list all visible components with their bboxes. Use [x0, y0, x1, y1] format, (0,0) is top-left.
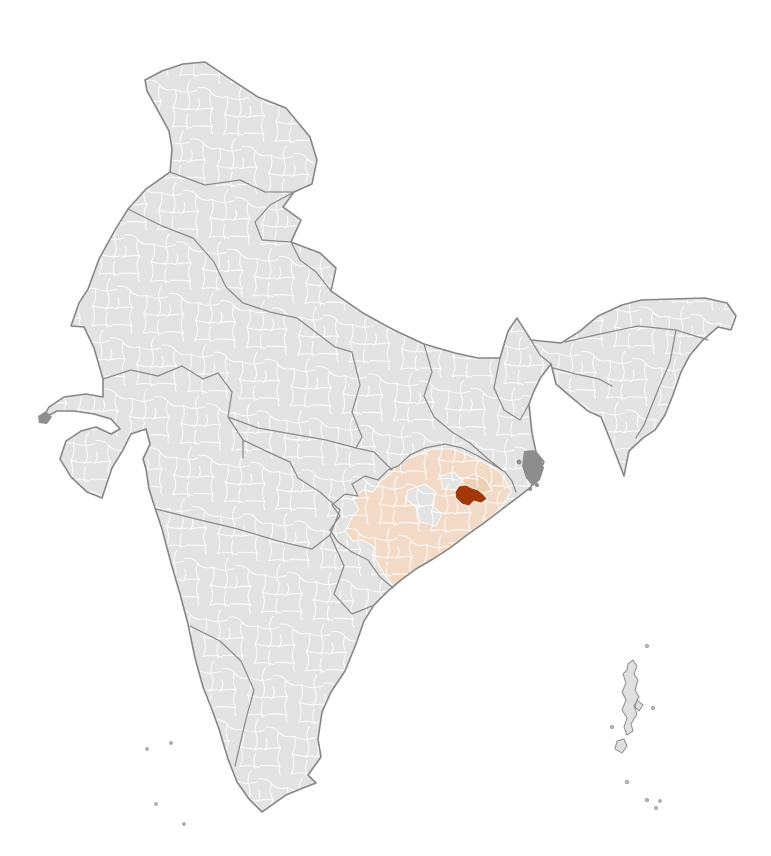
highlight-state-border [329, 443, 517, 589]
state-borders [102, 171, 709, 767]
lakshadweep-islands[interactable] [145, 741, 186, 826]
andaman-nicobar-islands[interactable] [610, 644, 662, 810]
west-creek-patch [38, 411, 52, 424]
river-delta-patch [516, 450, 544, 491]
selected-district[interactable] [454, 484, 488, 507]
